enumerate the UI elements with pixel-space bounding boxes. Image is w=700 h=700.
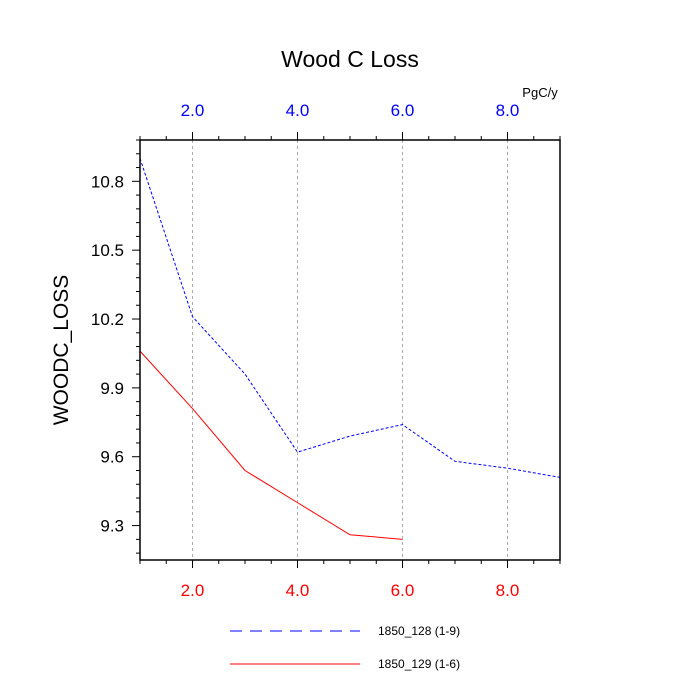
x-tick-label-top: 8.0	[496, 101, 520, 120]
series-line	[139, 350, 403, 540]
plot-frame	[139, 139, 561, 561]
chart-title: Wood C Loss	[281, 46, 419, 72]
y-tick-label: 10.2	[91, 310, 124, 329]
grid-layer	[192, 140, 508, 560]
y-tick-label: 9.6	[100, 448, 124, 467]
legend-label: 1850_129 (1-6)	[378, 657, 460, 671]
x-tick-label-bottom: 2.0	[181, 581, 205, 600]
ticks-layer: 2.0 4.0 6.0 8.0 2.0 4.0 6.0 8.0 9.3 9.6 9.9 10.2 10.…	[91, 101, 561, 600]
y-axis-label: WOODC_LOSS	[50, 275, 73, 426]
legend-label: 1850_128 (1-9)	[378, 624, 460, 638]
y-tick-label: 9.9	[100, 379, 124, 398]
x-tick-label-bottom: 4.0	[286, 581, 310, 600]
series-layer	[139, 158, 561, 540]
x-tick-label-top: 4.0	[286, 101, 310, 120]
y-tick-label: 10.8	[91, 172, 124, 191]
units-label: PgC/y	[522, 85, 558, 100]
series-line	[139, 158, 561, 478]
x-tick-label-top: 6.0	[391, 101, 415, 120]
y-tick-label: 10.5	[91, 241, 124, 260]
x-tick-label-top: 2.0	[181, 101, 205, 120]
x-tick-label-bottom: 8.0	[496, 581, 520, 600]
legend: 1850_128 (1-9) 1850_129 (1-6)	[230, 624, 460, 671]
y-tick-label: 9.3	[100, 517, 124, 536]
x-tick-label-bottom: 6.0	[391, 581, 415, 600]
